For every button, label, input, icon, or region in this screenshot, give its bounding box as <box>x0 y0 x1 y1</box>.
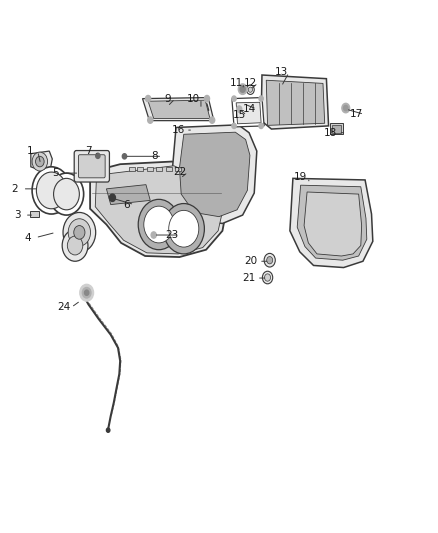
Text: 2: 2 <box>11 184 18 194</box>
Circle shape <box>49 173 84 215</box>
Text: 7: 7 <box>85 146 91 156</box>
Text: 10: 10 <box>187 94 200 103</box>
Circle shape <box>80 284 94 301</box>
Circle shape <box>62 230 88 261</box>
Circle shape <box>259 96 263 101</box>
Circle shape <box>259 123 263 128</box>
Polygon shape <box>297 185 367 260</box>
Circle shape <box>232 96 236 101</box>
Circle shape <box>232 123 236 128</box>
Circle shape <box>106 428 110 432</box>
Polygon shape <box>290 179 373 268</box>
Text: 15: 15 <box>233 110 246 120</box>
Bar <box>138 167 143 171</box>
Polygon shape <box>31 151 52 172</box>
Polygon shape <box>236 102 261 124</box>
Polygon shape <box>261 75 328 129</box>
Text: 9: 9 <box>164 94 171 103</box>
Polygon shape <box>142 98 214 120</box>
Text: 1: 1 <box>27 146 33 156</box>
Circle shape <box>209 117 215 123</box>
Text: 20: 20 <box>245 256 258 266</box>
Bar <box>175 167 181 171</box>
Bar <box>30 211 39 217</box>
Polygon shape <box>148 100 210 118</box>
Circle shape <box>85 290 89 295</box>
Circle shape <box>148 117 153 123</box>
Text: 8: 8 <box>151 151 158 161</box>
Circle shape <box>264 253 276 267</box>
Circle shape <box>36 172 67 209</box>
Circle shape <box>35 156 44 167</box>
Bar <box>147 167 153 171</box>
Circle shape <box>237 106 242 112</box>
Bar <box>156 167 162 171</box>
Circle shape <box>74 225 85 239</box>
Polygon shape <box>266 80 325 125</box>
Circle shape <box>163 204 205 254</box>
Circle shape <box>238 84 247 94</box>
Text: 5: 5 <box>53 168 59 178</box>
Text: 22: 22 <box>174 167 187 177</box>
Polygon shape <box>180 132 250 216</box>
Circle shape <box>248 87 253 92</box>
Circle shape <box>32 167 71 214</box>
Text: 21: 21 <box>243 273 256 283</box>
FancyBboxPatch shape <box>74 150 110 182</box>
Text: 3: 3 <box>14 210 21 220</box>
Circle shape <box>151 232 156 238</box>
Circle shape <box>95 153 100 158</box>
Circle shape <box>262 271 273 284</box>
Circle shape <box>247 85 254 94</box>
Polygon shape <box>106 184 150 205</box>
Circle shape <box>267 256 273 264</box>
Text: 24: 24 <box>57 302 70 312</box>
Text: 12: 12 <box>244 78 257 88</box>
Text: 11: 11 <box>230 78 243 88</box>
Bar <box>129 167 135 171</box>
Circle shape <box>169 211 199 247</box>
Circle shape <box>82 287 91 298</box>
Circle shape <box>67 236 83 255</box>
Bar <box>330 123 343 134</box>
Circle shape <box>343 106 348 111</box>
Circle shape <box>68 219 91 246</box>
Polygon shape <box>95 166 223 254</box>
Circle shape <box>205 95 209 102</box>
Circle shape <box>144 206 174 243</box>
Text: 6: 6 <box>124 199 130 209</box>
Text: 13: 13 <box>275 67 288 77</box>
Circle shape <box>122 154 127 159</box>
Circle shape <box>53 179 79 210</box>
Bar <box>332 125 341 133</box>
Circle shape <box>342 103 350 113</box>
Text: 14: 14 <box>243 104 256 114</box>
Circle shape <box>265 274 271 281</box>
FancyBboxPatch shape <box>78 155 105 178</box>
Circle shape <box>240 86 245 92</box>
Text: 18: 18 <box>324 128 337 138</box>
Text: 19: 19 <box>294 172 307 182</box>
Polygon shape <box>232 98 264 127</box>
Text: 16: 16 <box>172 125 185 135</box>
Circle shape <box>145 95 151 102</box>
Text: 17: 17 <box>350 109 363 119</box>
Polygon shape <box>90 161 228 257</box>
Circle shape <box>138 199 180 250</box>
Text: 4: 4 <box>25 232 31 243</box>
Polygon shape <box>173 125 257 223</box>
Circle shape <box>63 213 95 252</box>
Polygon shape <box>304 192 362 256</box>
Circle shape <box>32 152 48 171</box>
Text: 23: 23 <box>165 230 178 240</box>
Polygon shape <box>193 104 208 115</box>
Circle shape <box>110 194 116 201</box>
Bar <box>166 167 172 171</box>
